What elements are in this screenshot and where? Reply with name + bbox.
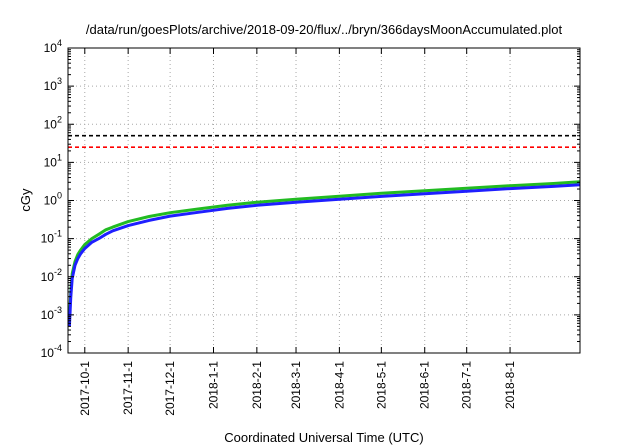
y-tick-label: 103	[44, 76, 62, 93]
y-tick-base: 10	[44, 194, 58, 208]
y-tick-exponent: -1	[54, 229, 62, 239]
y-tick-exponent: -2	[54, 267, 62, 277]
x-tick-label: 2018-8-1	[503, 361, 517, 409]
chart-title: /data/run/goesPlots/archive/2018-09-20/f…	[86, 22, 563, 37]
x-tick-label: 2018-2-1	[250, 361, 264, 409]
series-lines	[67, 180, 581, 327]
y-tick-exponent: -3	[54, 305, 62, 315]
x-tick-label: 2017-11-1	[121, 361, 135, 415]
y-tick-base: 10	[44, 79, 58, 93]
x-tick-label: 2017-12-1	[163, 361, 177, 416]
y-tick-base: 10	[41, 270, 55, 284]
y-tick-base: 10	[41, 232, 55, 246]
y-tick-exponent: 1	[57, 152, 62, 162]
y-tick-exponent: 3	[57, 76, 62, 86]
y-tick-label: 10-3	[41, 305, 62, 322]
x-axis-label: Coordinated Universal Time (UTC)	[224, 430, 423, 445]
y-tick-label: 104	[44, 38, 62, 55]
series-line	[67, 180, 581, 319]
y-tick-base: 10	[44, 41, 58, 55]
x-tick-label: 2017-10-1	[78, 361, 92, 416]
x-tick-label: 2018-5-1	[374, 361, 388, 409]
y-tick-base: 10	[41, 308, 55, 322]
x-tick-label: 2018-1-1	[206, 361, 220, 409]
x-tick-label: 2018-4-1	[332, 361, 346, 409]
y-tick-exponent: 4	[57, 38, 62, 48]
x-axis-ticks: 2017-10-1 2017-11-1 2017-12-1 2018-1-1 2018-…	[78, 48, 517, 416]
x-tick-label: 2018-3-1	[289, 361, 303, 409]
x-tick-label: 2018-7-1	[460, 361, 474, 409]
y-tick-label: 10-4	[41, 343, 62, 360]
series-line	[67, 183, 581, 327]
y-tick-label: 101	[44, 152, 62, 169]
x-tick-label: 2018-6-1	[418, 361, 432, 409]
y-tick-label: 10-1	[41, 229, 62, 246]
y-tick-base: 10	[44, 155, 58, 169]
y-tick-base: 10	[44, 117, 58, 131]
y-tick-base: 10	[41, 346, 55, 360]
y-tick-exponent: 2	[57, 114, 62, 124]
y-tick-label: 102	[44, 114, 62, 131]
y-tick-label: 10-2	[41, 267, 62, 284]
y-tick-exponent: 0	[57, 191, 62, 201]
y-axis-label: cGy	[18, 188, 33, 212]
reference-lines	[68, 134, 580, 149]
y-tick-label: 100	[44, 191, 62, 208]
y-tick-exponent: -4	[54, 343, 62, 353]
